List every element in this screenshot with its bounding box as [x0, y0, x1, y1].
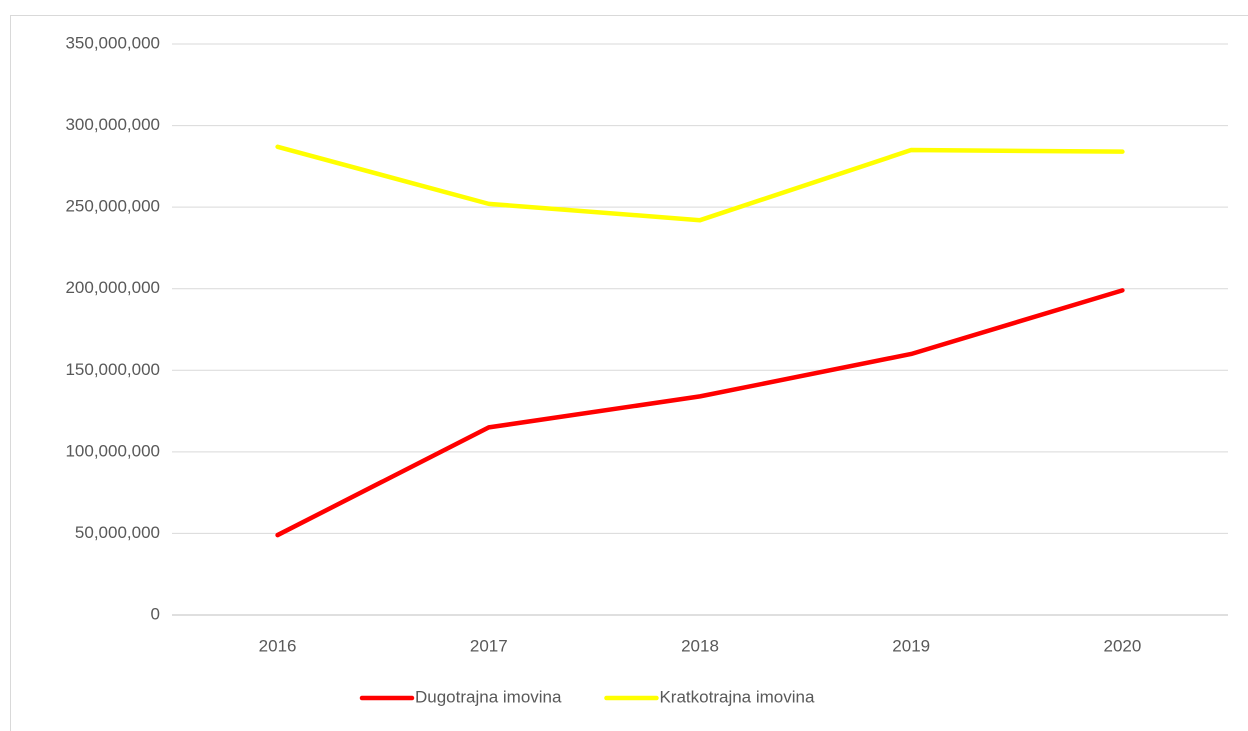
y-tick-label: 0: [151, 604, 160, 623]
x-tick-label: 2017: [470, 636, 508, 655]
y-tick-label: 200,000,000: [65, 278, 160, 297]
y-tick-label: 50,000,000: [75, 523, 160, 542]
y-tick-label: 300,000,000: [65, 115, 160, 134]
legend-label: Dugotrajna imovina: [415, 687, 562, 706]
x-tick-label: 2019: [892, 636, 930, 655]
legend-label: Kratkotrajna imovina: [659, 687, 815, 706]
series-line: [275, 144, 1125, 223]
x-tick-label: 2018: [681, 636, 719, 655]
y-tick-label: 350,000,000: [65, 33, 160, 52]
x-tick-label: 2016: [259, 636, 297, 655]
y-tick-label: 250,000,000: [65, 197, 160, 216]
series-line: [275, 288, 1125, 538]
chart-border: [10, 15, 1248, 731]
x-tick-label: 2020: [1103, 636, 1141, 655]
y-tick-label: 100,000,000: [65, 441, 160, 460]
y-tick-label: 150,000,000: [65, 360, 160, 379]
